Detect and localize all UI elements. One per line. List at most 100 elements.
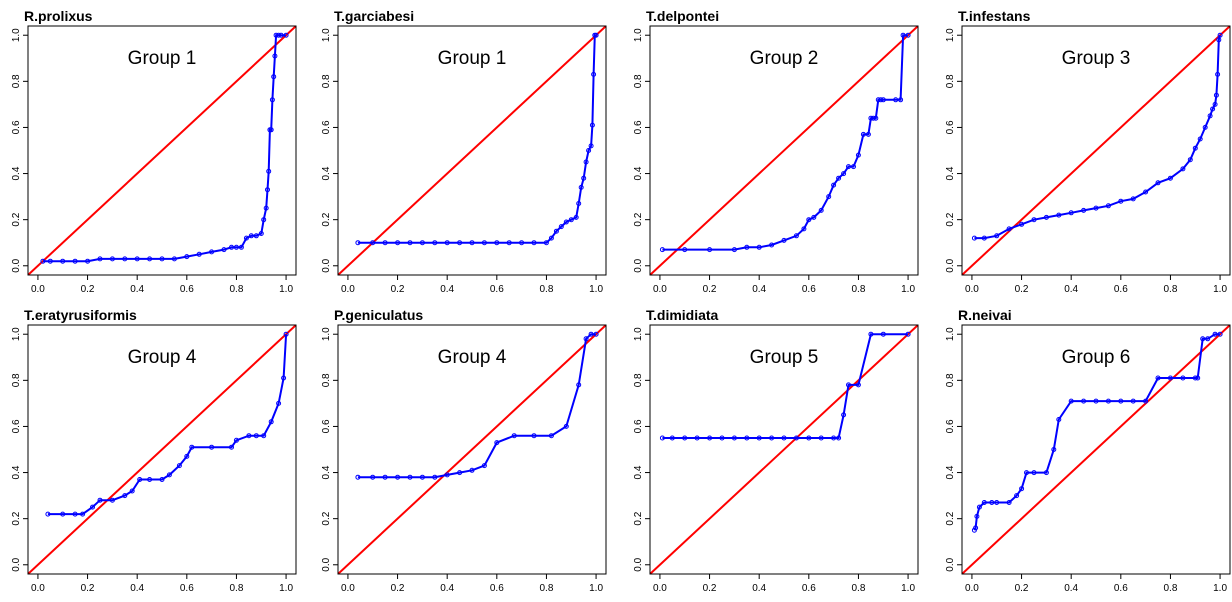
data-point [122, 493, 128, 499]
data-point [184, 254, 190, 260]
data-point [248, 233, 254, 239]
data-point [355, 474, 361, 480]
data-point [669, 435, 675, 441]
data-point [1043, 470, 1049, 476]
x-tick-label: 1.0 [589, 583, 603, 594]
data-point [682, 435, 688, 441]
data-point [278, 32, 284, 38]
data-point [793, 233, 799, 239]
data-point [457, 240, 463, 246]
panel-title: P.geniculatus [334, 307, 423, 323]
x-tick-label: 0.4 [752, 284, 766, 295]
data-point [171, 256, 177, 262]
y-tick-label: 0.4 [633, 166, 644, 180]
y-tick-label: 0.6 [633, 120, 644, 134]
data-point [1202, 124, 1208, 130]
data-point [563, 219, 569, 225]
data-point [846, 164, 851, 170]
data-point [444, 472, 450, 478]
data-point [407, 240, 413, 246]
y-tick-label: 0.8 [321, 74, 332, 88]
reference-line [28, 26, 296, 275]
data-point [593, 32, 599, 38]
x-tick-label: 0.8 [1163, 284, 1177, 295]
data-point [209, 444, 215, 450]
data-point [905, 331, 911, 337]
data-point [233, 437, 239, 443]
y-tick-label: 0.6 [11, 419, 22, 433]
data-point [1130, 398, 1136, 404]
data-point [563, 423, 569, 429]
y-tick-label: 0.8 [633, 74, 644, 88]
y-tick-label: 1.0 [945, 327, 956, 341]
data-point [209, 249, 215, 255]
data-point [1130, 196, 1136, 202]
y-tick-label: 0.0 [945, 258, 956, 272]
x-tick-label: 1.0 [901, 583, 915, 594]
data-point [1024, 470, 1029, 476]
data-point [261, 433, 267, 439]
x-tick-label: 1.0 [1213, 583, 1227, 594]
data-point [469, 240, 475, 246]
data-point [395, 240, 401, 246]
y-tick-label: 0.6 [11, 120, 22, 134]
plot-frame [649, 25, 919, 276]
data-point [1043, 214, 1049, 220]
y-tick-label: 0.2 [633, 212, 644, 226]
data-point [47, 258, 53, 264]
x-tick-label: 0.6 [490, 284, 504, 295]
data-point [971, 235, 977, 241]
series-line [662, 333, 909, 439]
data-point [1031, 217, 1037, 223]
x-tick-label: 0.4 [1064, 284, 1078, 295]
data-point [261, 217, 267, 223]
plot-frame [649, 324, 919, 575]
panel-title: T.dimidiata [646, 307, 719, 323]
plot-frame [27, 25, 297, 276]
y-tick-label: 0.0 [633, 557, 644, 571]
data-point [469, 467, 475, 473]
data-point [147, 256, 153, 262]
data-point [860, 131, 866, 137]
data-point [1081, 398, 1087, 404]
data-point [905, 32, 911, 38]
y-tick-label: 0.8 [11, 373, 22, 387]
panel-title: R.prolixus [24, 8, 93, 24]
x-tick-label: 0.2 [703, 583, 717, 594]
data-point [769, 242, 775, 248]
data-point [276, 400, 282, 406]
reference-line [338, 325, 606, 574]
data-point [994, 233, 1000, 239]
y-tick-label: 0.0 [11, 258, 22, 272]
data-point [573, 214, 579, 220]
x-tick-label: 0.2 [81, 583, 95, 594]
x-tick-label: 0.2 [391, 284, 405, 295]
data-point [818, 435, 824, 441]
data-point [989, 500, 995, 505]
x-tick-label: 0.0 [653, 583, 667, 594]
x-tick-label: 0.6 [1114, 583, 1128, 594]
plot-frame [27, 324, 297, 575]
x-tick-label: 0.6 [490, 583, 504, 594]
y-tick-label: 0.2 [321, 511, 332, 525]
data-point [166, 472, 172, 478]
data-point [568, 217, 574, 223]
data-point [506, 240, 512, 246]
data-point [846, 382, 851, 388]
data-point [865, 131, 871, 137]
x-tick-label: 0.6 [802, 284, 816, 295]
data-point [589, 122, 595, 128]
group-annotation: Group 1 [438, 48, 507, 69]
group-annotation: Group 1 [128, 48, 197, 69]
data-point [1093, 398, 1099, 404]
x-tick-label: 0.8 [851, 583, 865, 594]
panel-title: T.delpontei [646, 8, 719, 24]
data-point [880, 97, 886, 103]
data-point [355, 240, 361, 246]
data-point [793, 435, 799, 441]
data-point [137, 477, 143, 482]
data-point [494, 440, 500, 446]
x-tick-label: 0.2 [703, 284, 717, 295]
y-tick-label: 0.4 [945, 465, 956, 479]
panel-title: T.garciabesi [334, 8, 414, 24]
